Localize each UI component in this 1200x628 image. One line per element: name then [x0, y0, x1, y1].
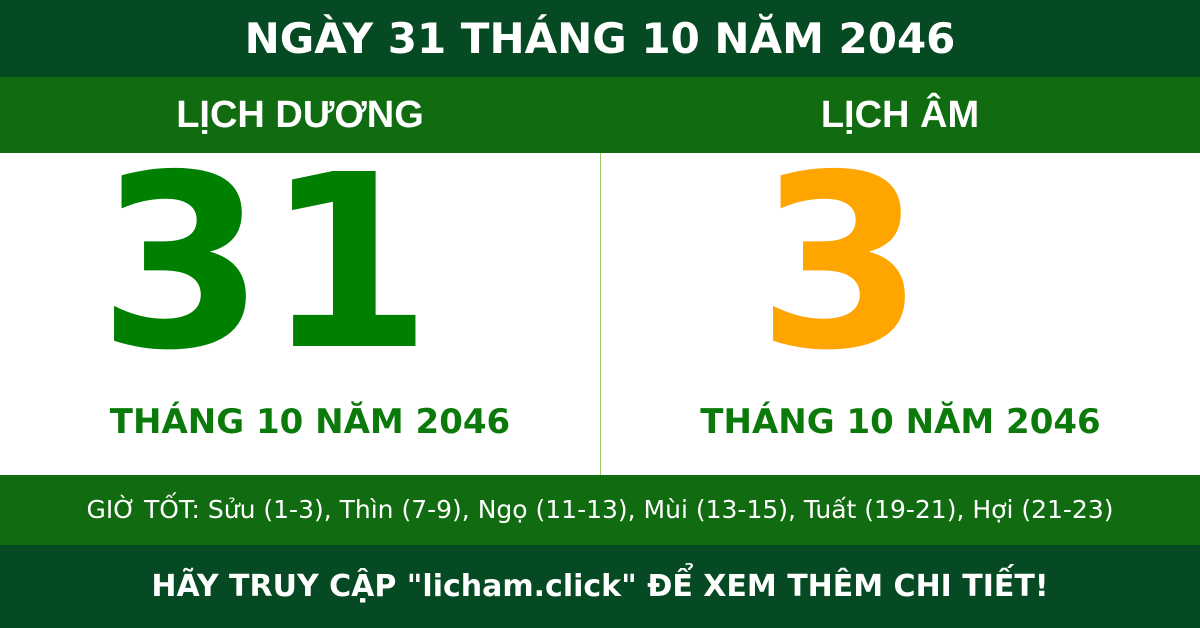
lunar-label: LỊCH ÂM [820, 94, 980, 136]
calendar-labels: LỊCH DƯƠNG LỊCH ÂM [0, 77, 1200, 153]
solar-month-year: THÁNG 10 NĂM 2046 [109, 402, 511, 442]
page-title: NGÀY 31 THÁNG 10 NĂM 2046 [0, 0, 1200, 77]
solar-day: 31 [98, 153, 432, 403]
solar-panel: 31 THÁNG 10 NĂM 2046 [0, 153, 600, 475]
solar-label: LỊCH DƯƠNG [176, 94, 424, 136]
footer-cta: HÃY TRUY CẬP "licham.click" ĐỂ XEM THÊM … [0, 545, 1200, 628]
lunar-day: 3 [757, 153, 924, 403]
good-hours: GIỜ TỐT: Sửu (1-3), Thìn (7-9), Ngọ (11-… [0, 475, 1200, 545]
lunar-panel: 3 THÁNG 10 NĂM 2046 [601, 153, 1200, 475]
divider [600, 153, 601, 475]
lunar-month-year: THÁNG 10 NĂM 2046 [700, 402, 1101, 442]
